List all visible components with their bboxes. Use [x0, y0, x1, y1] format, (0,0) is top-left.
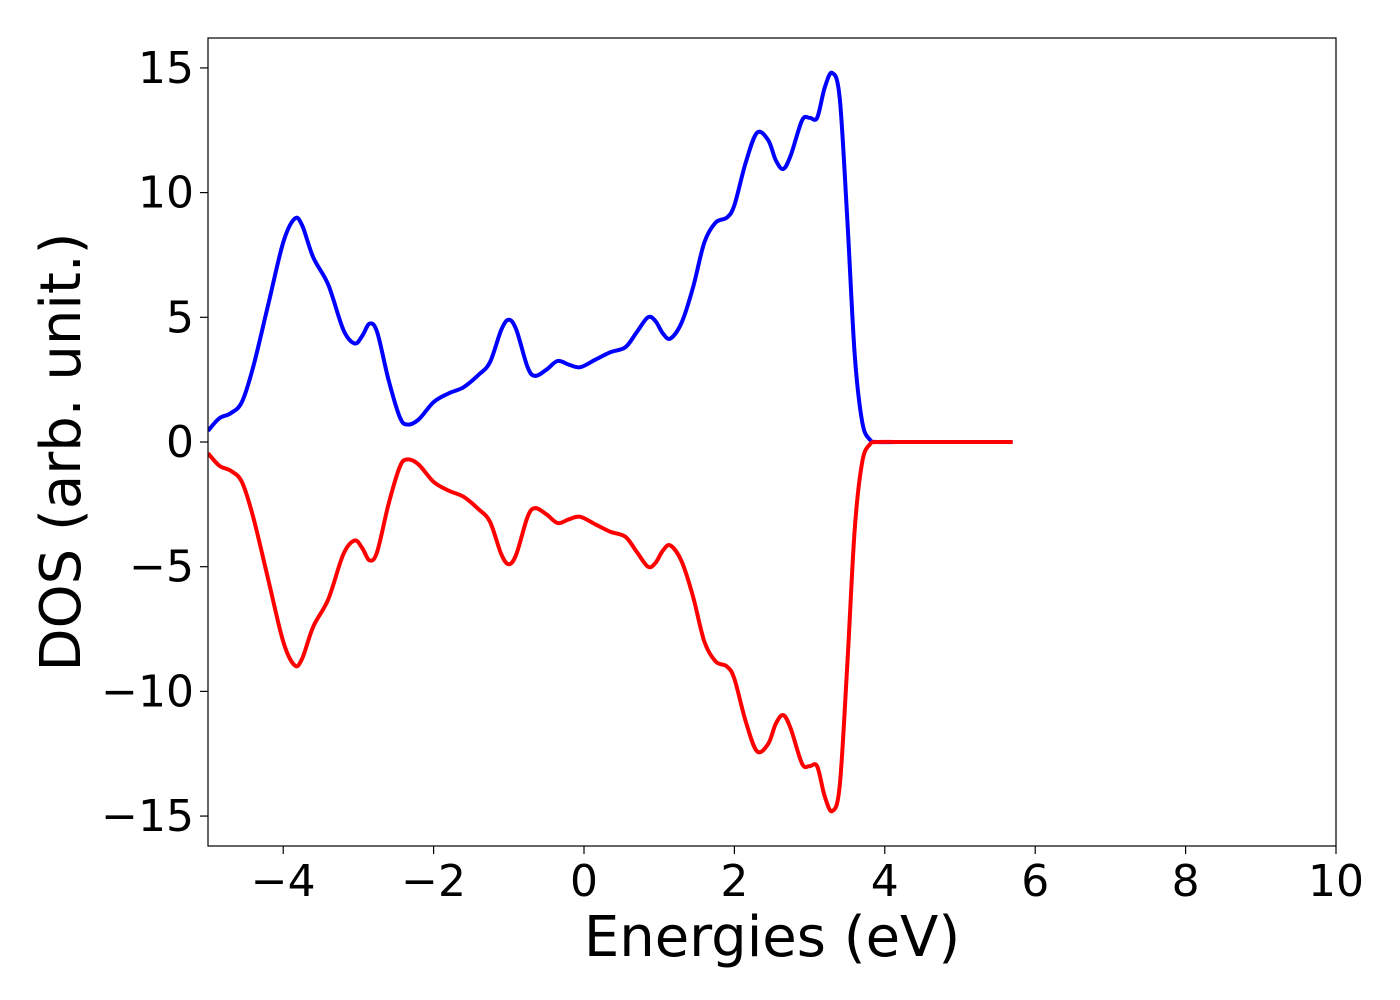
y-tick-label: −5 [129, 542, 194, 593]
y-tick-label: −10 [101, 666, 194, 717]
x-tick-label: 10 [1308, 856, 1364, 907]
plot-frame [207, 37, 1337, 847]
x-tick-label: −4 [251, 856, 316, 907]
x-axis: −4 −2 0 2 4 6 8 10 [251, 846, 1364, 907]
y-tick-label: 10 [138, 168, 194, 219]
x-tick-label: 2 [720, 856, 748, 907]
y-axis-title: DOS (arb. unit.) [29, 232, 94, 671]
series-line-down [208, 439, 1013, 814]
y-axis: 15 10 5 0 −5 −10 −15 [101, 43, 208, 842]
y-tick-label: 5 [166, 292, 194, 343]
x-tick-label: 0 [570, 856, 598, 907]
series-line-up [208, 70, 1013, 445]
x-tick-label: 6 [1021, 856, 1049, 907]
series-layer [208, 70, 1013, 814]
x-axis-title: Energies (eV) [584, 905, 960, 970]
y-tick-label: 0 [166, 417, 194, 468]
x-tick-label: −2 [401, 856, 466, 907]
y-tick-label: 15 [138, 43, 194, 94]
x-tick-label: 4 [871, 856, 899, 907]
y-tick-label: −15 [101, 791, 194, 842]
x-tick-label: 8 [1172, 856, 1200, 907]
